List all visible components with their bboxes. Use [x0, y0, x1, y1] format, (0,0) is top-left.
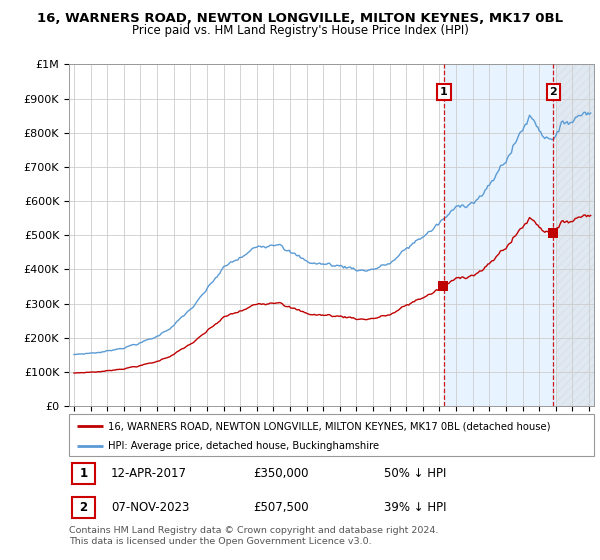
Text: £350,000: £350,000 [253, 467, 308, 480]
Text: 2: 2 [550, 87, 557, 97]
Text: 16, WARNERS ROAD, NEWTON LONGVILLE, MILTON KEYNES, MK17 0BL (detached house): 16, WARNERS ROAD, NEWTON LONGVILLE, MILT… [109, 421, 551, 431]
Text: 39% ↓ HPI: 39% ↓ HPI [384, 501, 446, 514]
Text: Price paid vs. HM Land Registry's House Price Index (HPI): Price paid vs. HM Land Registry's House … [131, 24, 469, 36]
Text: 12-APR-2017: 12-APR-2017 [111, 467, 187, 480]
FancyBboxPatch shape [71, 463, 95, 484]
Text: 07-NOV-2023: 07-NOV-2023 [111, 501, 190, 514]
Text: 1: 1 [440, 87, 448, 97]
Bar [444, 64, 553, 406]
Text: £507,500: £507,500 [253, 501, 308, 514]
Text: Contains HM Land Registry data © Crown copyright and database right 2024.
This d: Contains HM Land Registry data © Crown c… [69, 526, 439, 546]
Bar [556, 64, 594, 406]
FancyBboxPatch shape [71, 497, 95, 518]
Text: 1: 1 [79, 467, 88, 480]
FancyBboxPatch shape [69, 414, 594, 456]
Bar [553, 64, 594, 406]
Text: HPI: Average price, detached house, Buckinghamshire: HPI: Average price, detached house, Buck… [109, 441, 380, 451]
Text: 2: 2 [79, 501, 88, 514]
Text: 50% ↓ HPI: 50% ↓ HPI [384, 467, 446, 480]
Text: 16, WARNERS ROAD, NEWTON LONGVILLE, MILTON KEYNES, MK17 0BL: 16, WARNERS ROAD, NEWTON LONGVILLE, MILT… [37, 12, 563, 25]
